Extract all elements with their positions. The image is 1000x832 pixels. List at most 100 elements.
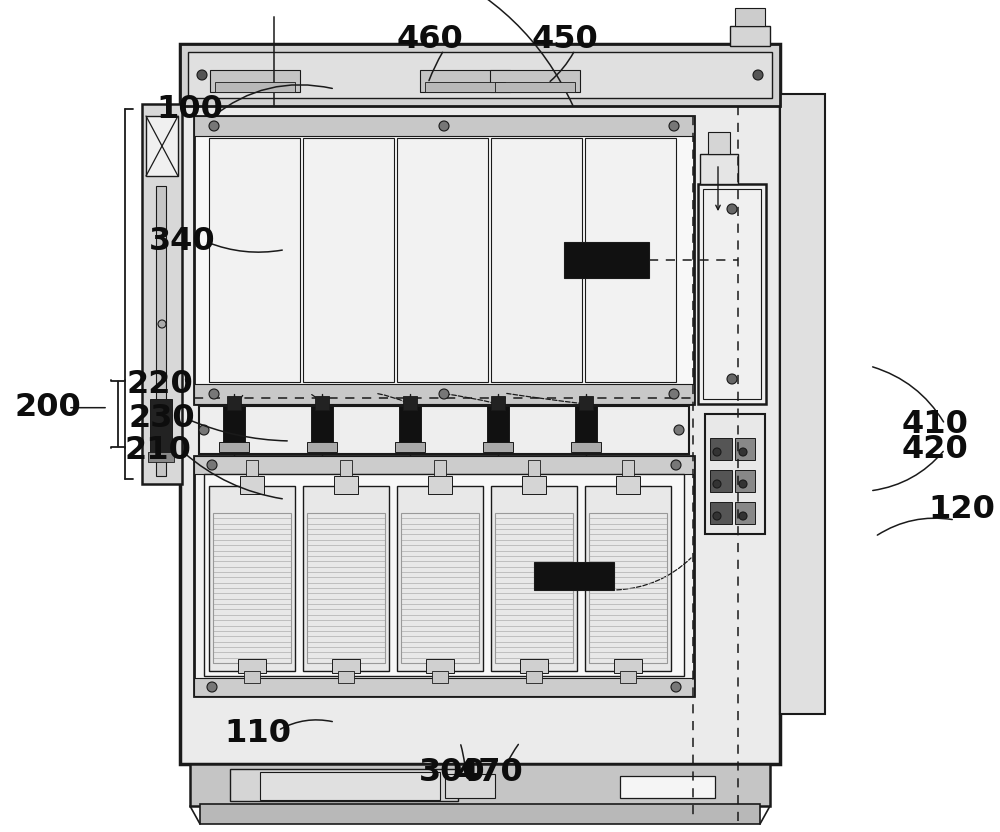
- Bar: [209, 486, 295, 671]
- Bar: [528, 460, 540, 476]
- Bar: [710, 470, 732, 492]
- Bar: [575, 406, 597, 442]
- Bar: [215, 82, 295, 92]
- Bar: [698, 184, 766, 404]
- Circle shape: [727, 374, 737, 384]
- Bar: [703, 189, 761, 399]
- Bar: [705, 414, 765, 534]
- Bar: [491, 396, 505, 410]
- Bar: [338, 671, 354, 683]
- Text: 100: 100: [157, 94, 223, 126]
- Circle shape: [439, 121, 449, 131]
- Bar: [194, 384, 694, 404]
- Bar: [334, 476, 358, 494]
- Text: 230: 230: [129, 403, 195, 434]
- Text: 220: 220: [127, 369, 193, 400]
- Circle shape: [669, 389, 679, 399]
- Circle shape: [674, 425, 684, 435]
- Bar: [194, 456, 694, 696]
- Bar: [730, 26, 770, 46]
- Bar: [614, 659, 642, 673]
- Circle shape: [671, 682, 681, 692]
- Bar: [219, 442, 249, 452]
- Circle shape: [713, 512, 721, 520]
- Bar: [307, 513, 385, 663]
- Bar: [142, 104, 182, 484]
- Circle shape: [207, 460, 217, 470]
- Bar: [589, 513, 667, 663]
- Bar: [307, 442, 337, 452]
- Bar: [240, 476, 264, 494]
- Circle shape: [713, 448, 721, 456]
- Bar: [146, 116, 178, 176]
- Bar: [403, 396, 417, 410]
- Bar: [585, 138, 676, 382]
- Bar: [260, 772, 440, 800]
- Bar: [199, 406, 689, 454]
- Circle shape: [669, 121, 679, 131]
- Bar: [188, 52, 772, 98]
- Bar: [522, 476, 546, 494]
- Bar: [735, 438, 755, 460]
- Bar: [397, 138, 488, 382]
- Bar: [340, 460, 352, 476]
- Circle shape: [727, 204, 737, 214]
- Bar: [490, 70, 580, 92]
- Bar: [564, 242, 649, 278]
- Text: 120: 120: [929, 493, 995, 525]
- Bar: [700, 154, 738, 184]
- Bar: [227, 396, 241, 410]
- Bar: [223, 406, 245, 442]
- Bar: [200, 804, 760, 824]
- Bar: [487, 406, 509, 442]
- Bar: [190, 764, 770, 806]
- Bar: [622, 460, 634, 476]
- Bar: [194, 456, 694, 474]
- Bar: [616, 476, 640, 494]
- Bar: [428, 476, 452, 494]
- Circle shape: [739, 512, 747, 520]
- Bar: [534, 562, 614, 590]
- Circle shape: [753, 70, 763, 80]
- Bar: [445, 774, 495, 798]
- Bar: [483, 442, 513, 452]
- Circle shape: [671, 460, 681, 470]
- Text: 410: 410: [902, 409, 968, 440]
- Bar: [395, 442, 425, 452]
- Bar: [735, 8, 765, 26]
- Circle shape: [713, 480, 721, 488]
- Bar: [735, 502, 755, 524]
- Bar: [432, 671, 448, 683]
- Bar: [238, 659, 266, 673]
- Bar: [710, 438, 732, 460]
- Bar: [708, 132, 730, 154]
- Circle shape: [199, 425, 209, 435]
- Bar: [156, 186, 166, 476]
- Bar: [204, 474, 684, 676]
- Bar: [710, 502, 732, 524]
- Circle shape: [439, 389, 449, 399]
- Bar: [210, 70, 300, 92]
- Circle shape: [197, 70, 207, 80]
- Circle shape: [209, 389, 219, 399]
- Bar: [520, 659, 548, 673]
- Bar: [230, 769, 458, 801]
- Circle shape: [739, 480, 747, 488]
- Bar: [180, 44, 780, 106]
- Circle shape: [207, 682, 217, 692]
- Bar: [585, 486, 671, 671]
- Circle shape: [739, 448, 747, 456]
- Bar: [180, 44, 780, 764]
- Bar: [495, 82, 575, 92]
- Bar: [491, 486, 577, 671]
- Bar: [332, 659, 360, 673]
- Bar: [491, 138, 582, 382]
- Bar: [194, 116, 694, 404]
- Bar: [526, 671, 542, 683]
- Bar: [780, 94, 825, 714]
- Bar: [150, 399, 172, 454]
- Bar: [399, 406, 421, 442]
- Bar: [311, 406, 333, 442]
- Bar: [735, 470, 755, 492]
- Bar: [579, 396, 593, 410]
